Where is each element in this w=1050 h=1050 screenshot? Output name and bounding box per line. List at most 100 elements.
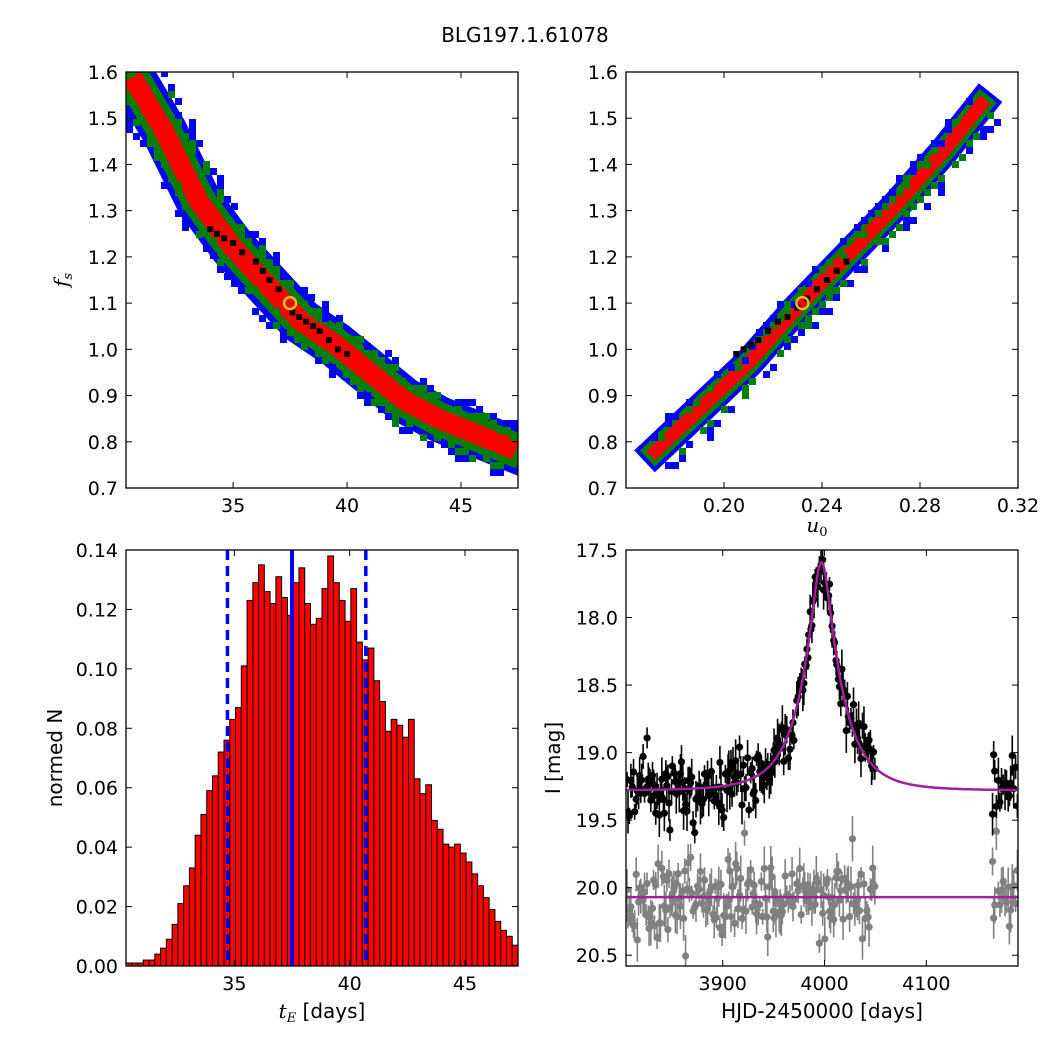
x-axis-label-subscript: E xyxy=(286,1011,297,1026)
y-tick-label: 1.0 xyxy=(88,339,118,361)
band-fringe-cell xyxy=(259,245,266,252)
x-tick-label: 0.20 xyxy=(703,495,745,517)
residual-point xyxy=(819,909,827,917)
band-fringe-cell xyxy=(182,203,189,210)
band-fringe-cell xyxy=(770,322,777,329)
band-fringe-cell xyxy=(819,266,826,273)
histogram-bar xyxy=(240,665,248,966)
data-point xyxy=(743,754,752,762)
histogram-bar xyxy=(309,623,317,966)
residual-point xyxy=(674,870,682,878)
data-point xyxy=(742,784,750,792)
histogram-bar xyxy=(448,846,456,966)
band-fringe-cell xyxy=(161,161,168,168)
band-fringe-cell xyxy=(301,287,308,294)
band-fringe-cell xyxy=(707,385,714,392)
data-point xyxy=(639,752,647,761)
residual-point xyxy=(729,882,737,891)
band-fringe-cell xyxy=(903,182,910,189)
axes-frame xyxy=(125,549,519,967)
band-fringe-cell xyxy=(938,189,945,196)
best-cell xyxy=(334,346,341,353)
x-tick-label: 4100 xyxy=(902,973,950,995)
band-fringe-cell xyxy=(252,287,259,294)
band-fringe-cell xyxy=(903,224,910,231)
band-fringe-cell xyxy=(168,91,175,98)
band-fringe-cell xyxy=(665,462,672,469)
data-point xyxy=(689,819,697,827)
residual-point xyxy=(633,936,641,944)
residual-point xyxy=(737,874,745,883)
band-fringe-cell xyxy=(420,378,427,385)
data-point xyxy=(681,800,690,809)
y-axis-label: fs xyxy=(49,273,76,289)
data-point xyxy=(748,764,756,773)
band-fringe-cell xyxy=(903,210,910,217)
band-fringe-cell xyxy=(217,189,224,196)
band-fringe-cell xyxy=(189,133,196,140)
band-fringe-cell xyxy=(966,98,973,105)
residual-point xyxy=(656,919,665,927)
data-point xyxy=(1008,752,1016,760)
residual-point xyxy=(686,853,695,862)
band-fringe-cell xyxy=(812,266,819,273)
data-point xyxy=(664,772,672,781)
residual-point xyxy=(1013,866,1018,875)
y-tick-label: 17.5 xyxy=(576,540,618,562)
band-fringe-cell xyxy=(462,455,469,462)
best-cell xyxy=(325,337,332,344)
residual-point xyxy=(789,902,797,911)
figure-title: BLG197.1.61078 xyxy=(441,23,609,47)
y-tick-label: 0.14 xyxy=(76,540,118,562)
band-fringe-cell xyxy=(175,182,182,189)
band-fringe-cell xyxy=(266,259,273,266)
band-fringe-cell xyxy=(322,308,329,315)
band-fringe-cell xyxy=(378,406,385,413)
band-fringe-cell xyxy=(203,168,210,175)
band-fringe-cell xyxy=(322,315,329,322)
band-fringe-cell xyxy=(504,420,511,427)
band-fringe-cell xyxy=(910,161,917,168)
band-fringe-cell xyxy=(420,385,427,392)
residual-point xyxy=(846,913,854,921)
band-fringe-cell xyxy=(910,168,917,175)
band-fringe-cell xyxy=(427,392,434,399)
band-fringe-cell xyxy=(469,455,476,462)
x-tick-label: 45 xyxy=(453,973,477,995)
band-fringe-cell xyxy=(861,266,868,273)
residual-point xyxy=(871,882,879,891)
histogram-bar xyxy=(547,963,553,966)
band-fringe-cell xyxy=(350,336,357,343)
data-point xyxy=(626,812,633,820)
band-fringe-cell xyxy=(756,329,763,336)
band-fringe-cell xyxy=(392,357,399,364)
band-fringe-cell xyxy=(392,364,399,371)
band-fringe-cell xyxy=(476,413,483,420)
band-fringe-cell xyxy=(336,322,343,329)
band-fringe-cell xyxy=(889,189,896,196)
band-fringe-cell xyxy=(357,336,364,343)
band-fringe-cell xyxy=(980,126,987,133)
band-fringe-cell xyxy=(392,413,399,420)
band-fringe-cell xyxy=(910,203,917,210)
histogram-bar xyxy=(396,724,404,966)
band-group xyxy=(126,72,518,476)
histogram-bar xyxy=(477,885,484,966)
data-point xyxy=(647,796,655,804)
histogram-bar xyxy=(298,567,306,966)
band-fringe-cell xyxy=(798,322,805,329)
best-cell xyxy=(740,346,747,353)
band-fringe-cell xyxy=(434,392,441,399)
residual-point xyxy=(996,901,1004,909)
band-fringe-cell xyxy=(497,427,504,434)
best-cell xyxy=(239,249,246,256)
x-axis-label: u0 xyxy=(806,513,827,540)
band-fringe-cell xyxy=(966,147,973,154)
band-fringe-cell xyxy=(385,350,392,357)
y-tick-label: 0.7 xyxy=(588,478,618,500)
band-fringe-cell xyxy=(882,203,889,210)
band-fringe-cell xyxy=(980,133,987,140)
residual-point xyxy=(991,901,999,909)
band-fringe-cell xyxy=(924,161,931,168)
data-point xyxy=(786,745,794,753)
